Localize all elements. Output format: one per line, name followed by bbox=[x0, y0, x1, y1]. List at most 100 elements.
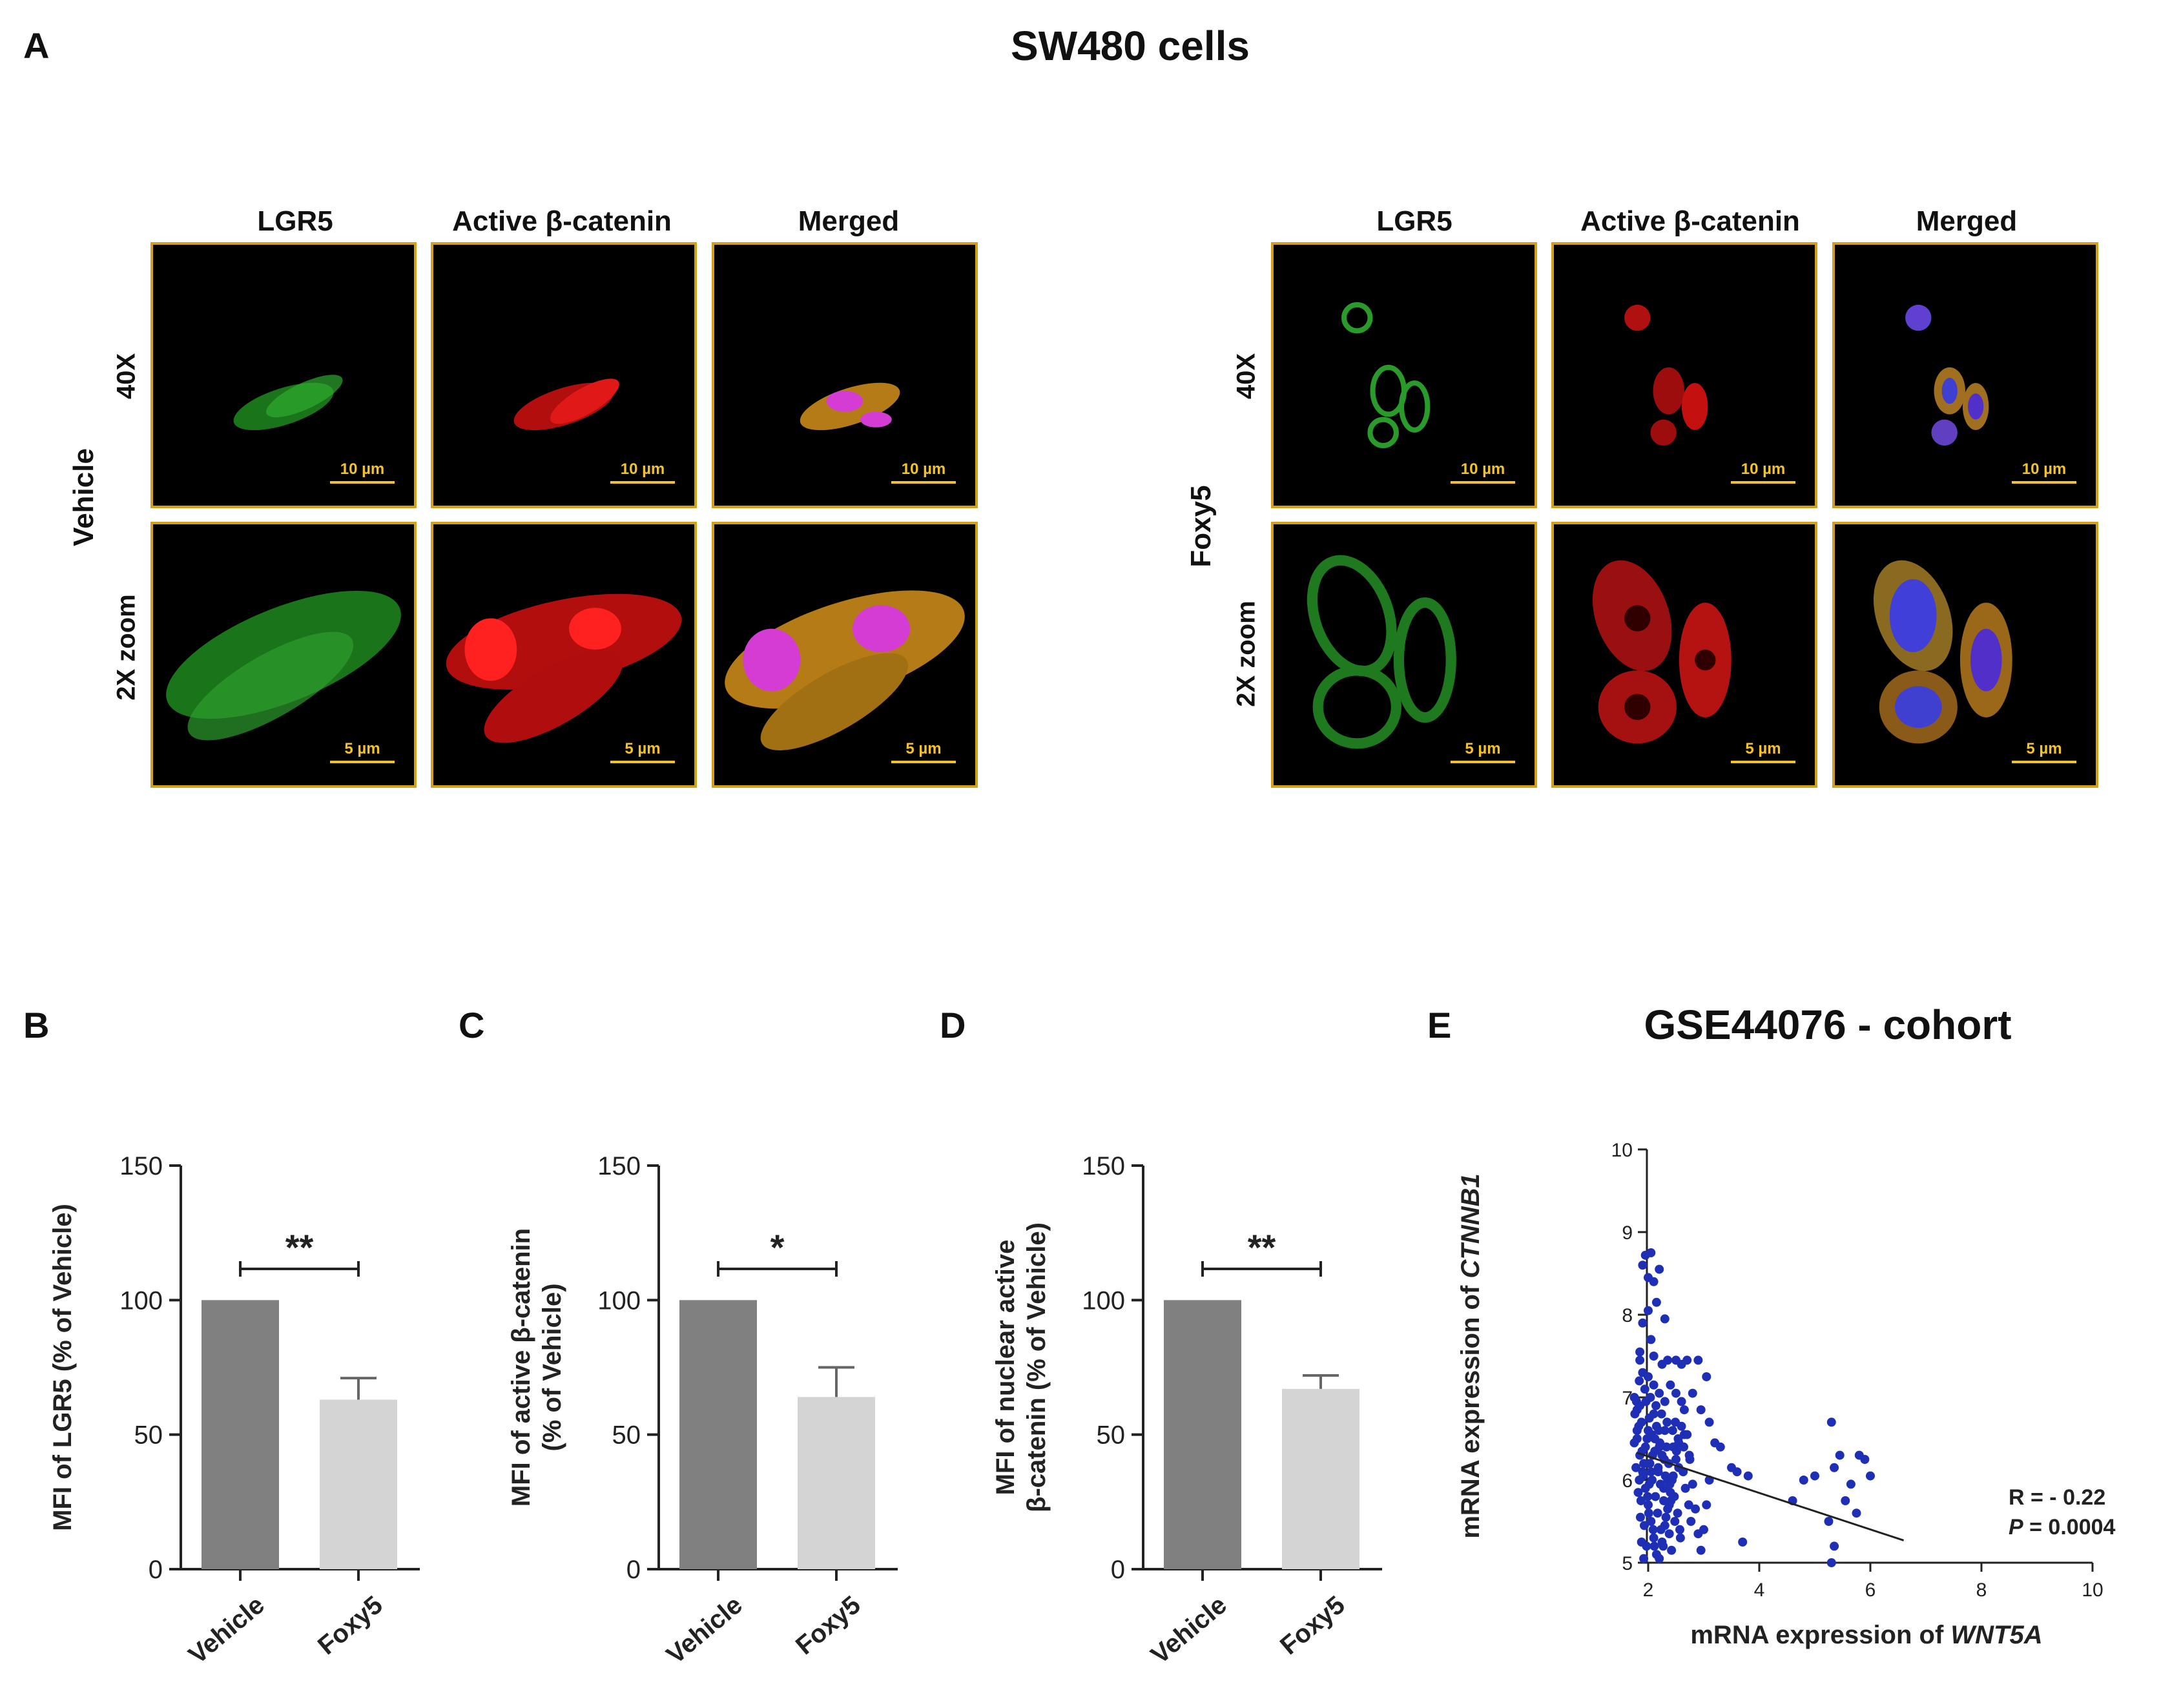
e-point bbox=[1643, 1492, 1653, 1501]
e-point bbox=[1671, 1417, 1680, 1427]
c-y-tick-label: 50 bbox=[612, 1421, 641, 1450]
e-point bbox=[1830, 1541, 1839, 1551]
micrograph-foxy5-40x-bcatenin: 10 µm bbox=[1551, 242, 1817, 508]
e-point bbox=[1826, 1558, 1836, 1567]
scatter-chart-e: 2 4 6 8 10 5 6 7 8 9 10 R = - 0.22 P = 0.0004 mRNA ex… bbox=[1440, 1098, 2181, 1705]
e-y-tick-label: 10 bbox=[1611, 1140, 1633, 1161]
e-point bbox=[1677, 1397, 1686, 1406]
e-point bbox=[1866, 1471, 1875, 1481]
e-point bbox=[1684, 1500, 1693, 1510]
e-point bbox=[1671, 1388, 1680, 1398]
e-point bbox=[1743, 1471, 1753, 1481]
scale-bar: 5 µm bbox=[330, 740, 395, 763]
d-bar-vehicle bbox=[1164, 1300, 1241, 1569]
bar-chart-d-svg: 0 50 100 150 Vehicle Foxy5 ** MFI of nuclear ac… bbox=[991, 1152, 1382, 1670]
column-head-bcatenin-vehicle: Active β-catenin bbox=[452, 205, 672, 237]
panel-c-letter: C bbox=[459, 1005, 485, 1045]
e-stats-r: R = - 0.22 bbox=[2009, 1485, 2105, 1510]
b-bar-vehicle bbox=[202, 1300, 279, 1569]
e-point bbox=[1830, 1463, 1839, 1472]
e-point bbox=[1649, 1352, 1659, 1361]
e-point bbox=[1663, 1476, 1673, 1485]
e-point bbox=[1644, 1372, 1653, 1381]
e-x-label: mRNA expression of WNT5A bbox=[1690, 1621, 2042, 1649]
bar-chart-b: 0 50 100 150 Vehicle Foxy5 ** MFI of LGR5 (% of… bbox=[0, 1098, 452, 1705]
e-point bbox=[1666, 1380, 1675, 1390]
c-bar-foxy5 bbox=[798, 1397, 875, 1569]
b-y-tick-label: 150 bbox=[119, 1152, 163, 1180]
scatter-chart-e-svg: 2 4 6 8 10 5 6 7 8 9 10 R = - 0.22 P = 0.0004 mRNA ex… bbox=[1456, 1140, 2116, 1649]
c-y-label: (% of Vehicle) bbox=[538, 1283, 566, 1451]
e-point bbox=[1679, 1442, 1689, 1452]
e-point bbox=[1631, 1463, 1641, 1472]
e-point bbox=[1664, 1529, 1674, 1539]
e-stats-p: P = 0.0004 bbox=[2009, 1515, 2116, 1539]
panel-d-letter: D bbox=[940, 1005, 966, 1045]
micrograph-vehicle-2x-bcatenin: 5 µm bbox=[431, 522, 697, 788]
e-point bbox=[1668, 1426, 1677, 1435]
e-point bbox=[1675, 1525, 1685, 1534]
e-point bbox=[1632, 1434, 1642, 1443]
e-point bbox=[1671, 1455, 1680, 1464]
row-label-40x-foxy5: 40X bbox=[1232, 353, 1261, 400]
micrograph-foxy5-2x-bcatenin: 5 µm bbox=[1551, 522, 1817, 788]
c-bar-vehicle bbox=[679, 1300, 757, 1569]
e-point bbox=[1644, 1500, 1653, 1510]
b-y-label: MFI of LGR5 (% of Vehicle) bbox=[48, 1204, 77, 1531]
e-point bbox=[1649, 1541, 1659, 1551]
e-point bbox=[1824, 1517, 1834, 1526]
e-point bbox=[1693, 1355, 1703, 1365]
e-point bbox=[1649, 1277, 1659, 1286]
e-x-tick-label: 4 bbox=[1754, 1579, 1765, 1601]
e-point bbox=[1655, 1388, 1664, 1398]
e-point bbox=[1660, 1397, 1669, 1406]
e-y-tick-label: 5 bbox=[1622, 1553, 1633, 1574]
e-point bbox=[1841, 1496, 1850, 1505]
group-label-foxy5: Foxy5 bbox=[1185, 485, 1217, 568]
micrograph-vehicle-2x-merged: 5 µm bbox=[712, 522, 978, 788]
panel-a-title: SW480 cells bbox=[1011, 23, 1250, 69]
d-y-tick-label: 100 bbox=[1082, 1286, 1125, 1315]
column-head-lgr5-foxy5: LGR5 bbox=[1376, 205, 1452, 237]
e-point bbox=[1696, 1545, 1706, 1555]
e-point bbox=[1633, 1488, 1643, 1497]
d-bar-foxy5 bbox=[1282, 1388, 1359, 1569]
e-point bbox=[1639, 1554, 1649, 1563]
micrograph-vehicle-40x-lgr5: 10 µm bbox=[150, 242, 417, 508]
e-y-tick-label: 9 bbox=[1622, 1222, 1633, 1244]
scale-bar: 5 µm bbox=[1451, 740, 1515, 763]
bar-chart-c: 0 50 100 150 Vehicle Foxy5 * MFI of active β-ca… bbox=[478, 1098, 930, 1705]
b-x-tick-label: Foxy5 bbox=[313, 1590, 388, 1660]
panel-e-title: GSE44076 - cohort bbox=[1644, 1002, 2012, 1048]
e-point bbox=[1663, 1355, 1673, 1365]
e-point bbox=[1653, 1467, 1663, 1477]
bar-chart-b-svg: 0 50 100 150 Vehicle Foxy5 ** MFI of LGR5 (% of… bbox=[48, 1152, 420, 1670]
e-point bbox=[1662, 1442, 1671, 1452]
e-point bbox=[1638, 1318, 1648, 1328]
e-point bbox=[1688, 1479, 1697, 1489]
c-x-tick-label: Vehicle bbox=[661, 1590, 748, 1669]
e-point bbox=[1639, 1459, 1649, 1468]
e-point bbox=[1635, 1376, 1644, 1386]
e-point bbox=[1835, 1450, 1845, 1460]
micrograph-foxy5-2x-merged: 5 µm bbox=[1832, 522, 2098, 788]
e-point bbox=[1638, 1471, 1648, 1481]
e-point bbox=[1659, 1541, 1668, 1551]
e-point bbox=[1684, 1450, 1694, 1460]
e-point bbox=[1646, 1335, 1656, 1344]
e-point bbox=[1691, 1504, 1700, 1514]
e-point bbox=[1686, 1517, 1696, 1526]
scale-bar: 10 µm bbox=[891, 460, 956, 484]
e-point bbox=[1657, 1409, 1666, 1419]
scale-bar: 5 µm bbox=[1731, 740, 1795, 763]
d-x-tick-label: Vehicle bbox=[1146, 1590, 1232, 1669]
e-point bbox=[1644, 1479, 1654, 1489]
e-point bbox=[1646, 1248, 1656, 1257]
micrograph-vehicle-40x-bcatenin: 10 µm bbox=[431, 242, 697, 508]
e-point bbox=[1699, 1525, 1708, 1534]
d-significance: ** bbox=[1248, 1227, 1276, 1268]
e-point bbox=[1636, 1496, 1646, 1505]
d-y-label: β-catenin (% of Vehicle) bbox=[1022, 1222, 1051, 1512]
c-significance: * bbox=[770, 1227, 785, 1268]
column-head-lgr5-vehicle: LGR5 bbox=[257, 205, 333, 237]
